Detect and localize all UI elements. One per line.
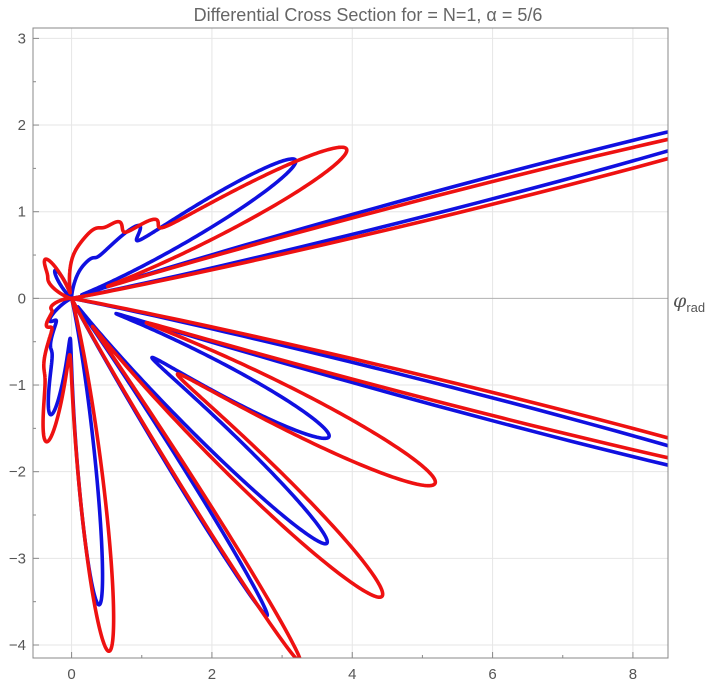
plot-frame [32,27,669,659]
y-tick-label--1: −1 [9,377,26,394]
plot-frame-border [32,27,669,659]
chart-title: Differential Cross Section for = N=1, α … [194,5,543,25]
x-tick-label-8: 8 [629,666,637,683]
tick-labels: 0 2 4 6 8 −4 −3 −2 −1 0 1 2 3 [9,30,637,683]
y-tick-label-1: 1 [18,204,26,221]
plot-curves [41,130,668,658]
y-tick-label-2: 2 [18,117,26,134]
x-tick-label-0: 0 [67,666,75,683]
y-tick-label-3: 3 [18,30,26,47]
y-tick-label-0: 0 [18,290,26,307]
x-axis-label-subscript: rad [686,300,705,315]
y-tick-label--2: −2 [9,464,26,481]
y-tick-label--3: −3 [9,550,26,567]
x-tick-label-4: 4 [348,666,356,683]
x-axis-label: φrad [673,290,705,315]
x-axis-label-main: φ [673,290,687,312]
y-tick-label--4: −4 [9,637,26,654]
grid-lines [33,28,668,658]
series-curve-red [41,137,668,658]
x-tick-label-2: 2 [208,666,216,683]
x-tick-label-6: 6 [488,666,496,683]
